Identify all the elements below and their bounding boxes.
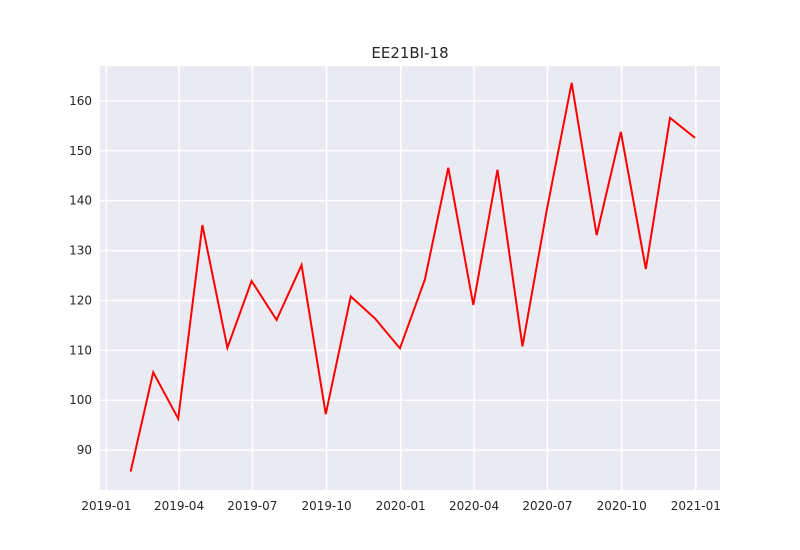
data-point — [620, 131, 622, 133]
x-tick-labels: 2019-01 2019-04 2019-07 2019-10 2020-01 2020-… — [81, 499, 721, 513]
series-line — [129, 82, 696, 472]
y-tick-label: 90 — [77, 443, 92, 457]
data-point — [694, 137, 696, 139]
y-tick-label: 110 — [69, 343, 92, 357]
y-tick-labels: 90 100 110 120 130 140 150 160 — [69, 94, 92, 457]
plot-area — [100, 66, 720, 490]
data-point — [130, 471, 132, 473]
x-tick-label: 2020-04 — [449, 499, 499, 513]
x-tick-label: 2020-01 — [376, 499, 426, 513]
data-point — [596, 234, 598, 236]
data-point — [424, 278, 426, 280]
y-tick-label: 140 — [69, 194, 92, 208]
data-point — [301, 264, 303, 266]
data-point — [177, 418, 179, 420]
data-point — [201, 224, 203, 226]
data-point — [251, 280, 253, 282]
y-tick-label: 130 — [69, 244, 92, 258]
y-tick-label: 160 — [69, 94, 92, 108]
data-point — [496, 169, 498, 171]
data-point — [669, 117, 671, 119]
data-point — [226, 347, 228, 349]
data-point — [571, 82, 573, 84]
data-point — [645, 268, 647, 270]
series-layer — [129, 82, 696, 473]
data-point — [350, 295, 352, 297]
x-tick-label: 2019-07 — [227, 499, 277, 513]
x-tick-label: 2020-10 — [597, 499, 647, 513]
x-tick-label: 2019-04 — [154, 499, 204, 513]
data-point — [152, 371, 154, 373]
data-point — [325, 413, 327, 415]
data-point — [546, 210, 548, 212]
data-point — [472, 304, 474, 306]
y-tick-label: 100 — [69, 393, 92, 407]
data-point — [374, 317, 376, 319]
data-point — [399, 347, 401, 349]
x-tick-label: 2019-10 — [301, 499, 351, 513]
grid-lines — [100, 66, 720, 490]
data-point — [276, 319, 278, 321]
x-tick-label: 2020-07 — [522, 499, 572, 513]
data-point — [521, 345, 523, 347]
chart-title: EE21BI-18 — [371, 44, 448, 62]
x-tick-label: 2019-01 — [81, 499, 131, 513]
data-point — [447, 167, 449, 169]
x-tick-label: 2021-01 — [671, 499, 721, 513]
y-tick-label: 150 — [69, 144, 92, 158]
y-tick-label: 120 — [69, 293, 92, 307]
